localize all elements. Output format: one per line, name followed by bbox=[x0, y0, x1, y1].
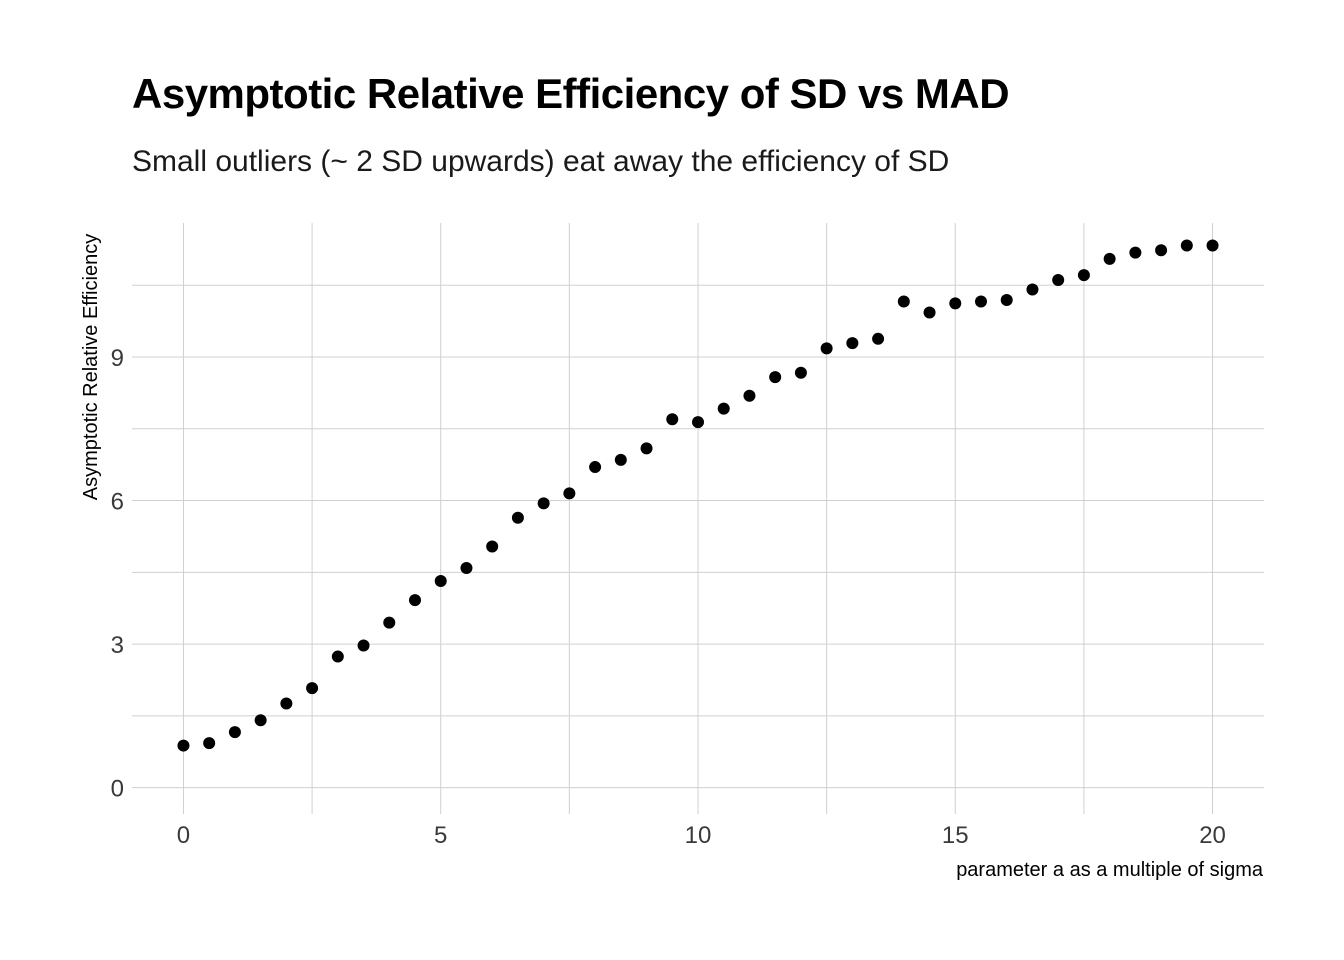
data-point bbox=[640, 442, 653, 455]
tick-labels: 0 5 10 15 20 0 3 6 9 bbox=[111, 345, 1226, 849]
data-point bbox=[409, 594, 421, 607]
data-point bbox=[228, 726, 241, 739]
data-point bbox=[589, 461, 602, 474]
y-tick-label: 6 bbox=[111, 489, 124, 516]
data-point bbox=[434, 574, 447, 587]
data-point bbox=[1000, 294, 1013, 307]
chart-subtitle: Small outliers (~ 2 SD upwards) eat away… bbox=[132, 145, 950, 178]
data-point bbox=[563, 487, 576, 500]
y-tick-label: 0 bbox=[111, 776, 124, 803]
data-point bbox=[306, 682, 319, 695]
data-point bbox=[537, 497, 550, 510]
chart-title: Asymptotic Relative Efficiency of SD vs … bbox=[132, 70, 1010, 117]
data-point bbox=[743, 389, 756, 402]
data-point bbox=[794, 366, 807, 379]
data-point bbox=[975, 295, 987, 308]
grid-lines bbox=[132, 223, 1264, 814]
y-tick-label: 9 bbox=[111, 345, 124, 372]
data-point bbox=[1077, 269, 1090, 282]
data-point bbox=[666, 413, 679, 426]
data-point bbox=[846, 337, 859, 350]
data-point bbox=[511, 511, 524, 524]
y-axis-title: Asymptotic Relative Efficiency bbox=[80, 234, 102, 500]
data-point bbox=[717, 402, 730, 415]
data-point bbox=[692, 416, 704, 429]
data-point bbox=[203, 737, 216, 750]
data-point bbox=[254, 714, 267, 727]
data-point bbox=[820, 342, 833, 355]
data-point bbox=[872, 332, 885, 345]
x-tick-label: 0 bbox=[177, 822, 190, 849]
x-tick-label: 10 bbox=[685, 822, 712, 849]
data-point bbox=[1155, 244, 1168, 257]
data-point bbox=[614, 453, 627, 466]
data-point bbox=[949, 297, 962, 310]
data-point bbox=[177, 739, 190, 752]
data-point bbox=[897, 295, 910, 308]
data-point bbox=[923, 306, 936, 319]
data-point bbox=[769, 371, 782, 384]
data-point bbox=[1206, 239, 1219, 252]
data-point bbox=[1052, 273, 1065, 286]
data-point bbox=[1026, 283, 1039, 296]
data-point bbox=[1180, 239, 1193, 252]
data-point bbox=[1129, 246, 1142, 259]
x-tick-label: 15 bbox=[942, 822, 969, 849]
data-points bbox=[177, 239, 1219, 752]
x-tick-label: 5 bbox=[434, 822, 447, 849]
x-tick-label: 20 bbox=[1199, 822, 1226, 849]
data-point bbox=[280, 697, 293, 710]
data-point bbox=[357, 639, 370, 652]
y-tick-label: 3 bbox=[111, 632, 124, 659]
data-point bbox=[383, 616, 396, 629]
data-point bbox=[486, 540, 499, 553]
x-axis-title: parameter a as a multiple of sigma bbox=[956, 859, 1264, 881]
data-point bbox=[1103, 252, 1116, 265]
data-point bbox=[460, 562, 473, 575]
data-point bbox=[331, 650, 344, 663]
